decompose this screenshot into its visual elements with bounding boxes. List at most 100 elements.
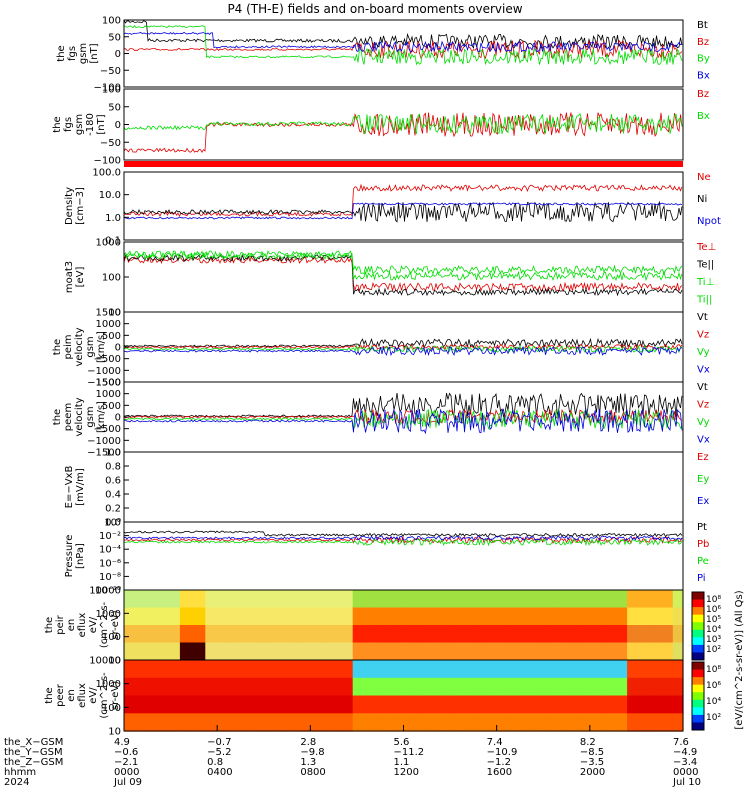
colorbar-tick: 10³	[706, 635, 721, 645]
spectrogram-cell	[296, 660, 303, 679]
spectrogram-cell	[616, 695, 623, 714]
spectrogram-cell	[190, 660, 196, 679]
spectrogram-cell	[464, 625, 471, 644]
spectrogram-cell	[474, 660, 481, 679]
spectrogram-cell	[632, 695, 638, 714]
spectrogram-cell	[540, 642, 547, 661]
spectrogram-cell	[139, 590, 145, 609]
spectrogram-cell	[556, 642, 562, 661]
x-axis-value: 0800	[300, 767, 326, 778]
spectrogram-cell	[677, 713, 684, 732]
legend-entry: Ey	[697, 474, 709, 485]
spectrogram-cell	[566, 695, 572, 714]
spectrogram-cell	[510, 642, 516, 661]
spectrogram-cell	[540, 607, 547, 626]
spectrogram-cell	[469, 713, 476, 732]
spectrogram-cell	[322, 695, 328, 714]
spectrogram-cell	[291, 660, 298, 679]
spectrogram-cell	[505, 625, 511, 644]
spectrogram-cell	[276, 660, 283, 679]
spectrogram-cell	[561, 713, 567, 732]
spectrogram-cell	[413, 590, 420, 609]
spectrogram-cell	[474, 642, 481, 661]
y-axis-label: the	[44, 687, 55, 703]
spectrogram-cell	[276, 625, 283, 644]
spectrogram-cell	[667, 625, 674, 644]
spectrogram-cell	[622, 660, 628, 679]
spectrogram-cell	[469, 607, 476, 626]
spectrogram-cell	[459, 642, 466, 661]
spectrogram-cell	[545, 713, 552, 732]
spectrogram-cell	[642, 625, 648, 644]
spectrogram-cell	[357, 642, 364, 661]
spectrogram-cell	[459, 695, 466, 714]
x-axis-value: −0.7	[207, 737, 232, 748]
spectrogram-cell	[383, 695, 389, 714]
spectrogram-cell	[205, 695, 211, 714]
spectrogram-cell	[367, 625, 374, 644]
spectrogram-cell	[657, 695, 664, 714]
y-axis-label: [km/s]	[96, 331, 107, 363]
spectrogram-cell	[662, 607, 669, 626]
spectrogram-cell	[306, 590, 313, 609]
spectrogram-cell	[154, 677, 161, 697]
y-tick-label: 10⁰	[104, 518, 121, 529]
spectrogram-cell	[225, 660, 232, 679]
spectrogram-cell	[637, 642, 643, 661]
spectrogram-cell	[434, 677, 440, 697]
spectrogram-cell	[535, 625, 542, 644]
spectrogram-cell	[383, 713, 389, 732]
spectrogram-cell	[367, 695, 374, 714]
spectrogram-cell	[622, 590, 628, 609]
legend-entry: Vy	[697, 417, 710, 428]
spectrogram-cell	[210, 695, 217, 714]
spectrogram-cell	[332, 607, 339, 626]
spectrogram-cell	[510, 713, 516, 732]
spectrogram-cell	[210, 642, 217, 661]
spectrogram-cell	[535, 713, 542, 732]
spectrogram-cell	[423, 642, 430, 661]
spectrogram-cell	[434, 695, 440, 714]
spectrogram-cell	[139, 677, 145, 697]
spectrogram-cell	[134, 590, 140, 609]
spectrogram-cell	[174, 607, 181, 626]
spectrogram-cell	[586, 713, 593, 732]
spectrogram-cell	[418, 660, 425, 679]
spectrogram-cell	[550, 642, 557, 661]
legend-entry: Ni	[697, 194, 707, 205]
spectrogram-cell	[484, 660, 491, 679]
spectrogram-cell	[261, 660, 267, 679]
series-line	[123, 345, 683, 357]
spectrogram-cell	[332, 695, 339, 714]
spectrogram-cell	[220, 677, 227, 697]
spectrogram-cell	[550, 607, 557, 626]
spectrogram-cell	[383, 677, 389, 697]
spectrogram-cell	[342, 590, 349, 609]
spectrogram-cell	[591, 607, 598, 626]
series-line	[123, 20, 683, 50]
spectrogram-cell	[317, 660, 323, 679]
spectrogram-cell	[530, 607, 537, 626]
spectrogram-cell	[129, 590, 135, 609]
spectrogram-cell	[312, 625, 318, 644]
spectrogram-cell	[611, 625, 618, 644]
spectrogram-cell	[164, 607, 171, 626]
y-tick-label: 1000	[96, 389, 121, 400]
y-tick-label: −1500	[87, 448, 121, 459]
spectrogram-cell	[388, 625, 394, 644]
spectrogram-cell	[667, 713, 674, 732]
spectrogram-cell	[642, 677, 648, 697]
spectrogram-cell	[169, 660, 176, 679]
spectrogram-cell	[200, 695, 206, 714]
spectrogram-cell	[515, 642, 521, 661]
colorbar-segment	[692, 644, 704, 653]
series-line	[123, 255, 683, 293]
spectrogram-cell	[647, 677, 654, 697]
spectrogram-cell	[159, 660, 166, 679]
spectrogram-cell	[373, 625, 379, 644]
y-tick-label: 1000	[96, 238, 121, 249]
spectrogram-cell	[439, 607, 445, 626]
spectrogram-cell	[342, 713, 349, 732]
spectrogram-cell	[139, 625, 145, 644]
spectrogram-cell	[134, 625, 140, 644]
